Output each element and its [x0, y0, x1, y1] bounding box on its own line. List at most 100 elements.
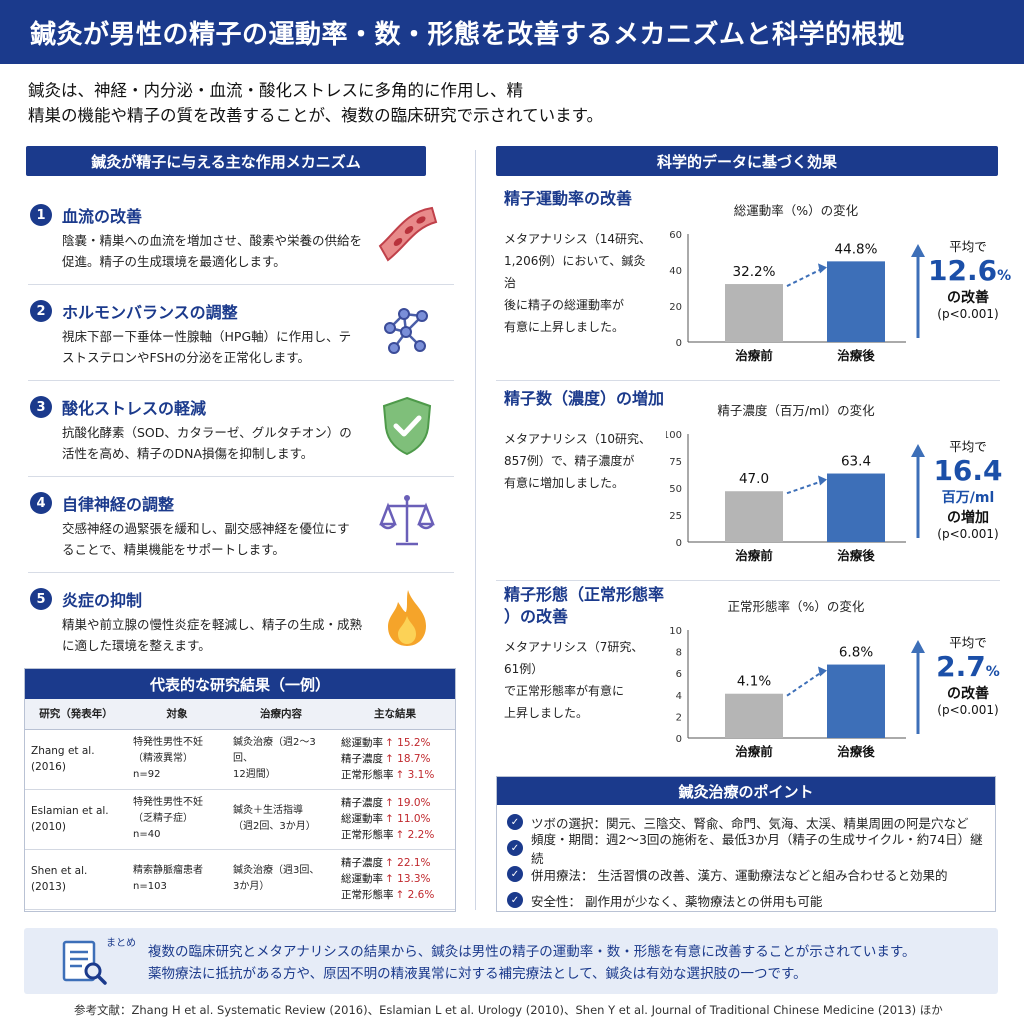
study-name-line: (2013): [31, 881, 66, 893]
column-header: 主な結果: [335, 699, 455, 730]
study-cell: Eslamian et al. (2010): [25, 789, 127, 850]
check-icon: ✓: [507, 892, 523, 908]
mechanism-description: 交感神経の過緊張を緩和し、副交感神経を優位にすることで、精巣機能をサポートします…: [62, 521, 350, 557]
point-text: 安全性： 副作用が少なく、薬物療法との併用も可能: [531, 893, 823, 909]
point-text: 併用療法： 生活習慣の改善、漢方、運動療法などと組み合わせると効果的: [531, 867, 948, 883]
p-value: (p<0.001): [937, 307, 999, 321]
category-label: 治療前: [735, 744, 773, 759]
result-line: 精子濃度 ↑ 19.0%: [341, 795, 449, 811]
mechanism-number: 1: [30, 204, 52, 226]
evidence-divider: [496, 580, 1000, 581]
target-line: n=92: [133, 769, 161, 780]
y-tick-label: 75: [669, 457, 682, 468]
average-improvement: 平均で 2.7% の改善 (p<0.001): [928, 632, 1008, 717]
mechanism-description: 陰嚢・精巣への血流を増加させ、酸素や栄養の供給を促進。精子の生成環境を最適化しま…: [62, 233, 363, 269]
result-metric: 総運動率: [341, 737, 383, 749]
mechanism-description: 抗酸化酵素（SOD、カタラーゼ、グルタチオン）の活性を高め、精子のDNA損傷を抑…: [62, 425, 352, 461]
mechanism-title: 血流の改善: [62, 207, 143, 226]
average-value: 12.6: [928, 254, 998, 287]
study-cell: Zhang et al. (2016): [25, 729, 127, 790]
bar-value-label: 6.8%: [839, 645, 873, 661]
result-line: 精子濃度 ↑ 22.1%: [341, 855, 449, 871]
evidence-note-line: 有意に上昇しました。: [504, 320, 625, 334]
bar-value-label: 63.4: [841, 454, 871, 470]
bar-chart: 0 25 50 75 100 47.0 治療前 63.4 治療後: [666, 430, 906, 563]
study-name-line: (2010): [31, 821, 66, 833]
evidence-title: 精子形態（正常形態率 ）の改善: [504, 584, 664, 628]
mechanism-divider: [28, 284, 454, 285]
study-table-panel: 代表的な研究結果（一例） 研究（発表年） 対象 治療内容 主な結果 Zhang …: [24, 668, 456, 912]
point-item: ✓ ツボの選択：関元、三陰交、腎兪、命門、気海、太渓、精巣周囲の阿是穴など: [497, 809, 995, 835]
evidence-note-line: 上昇しました。: [504, 706, 589, 720]
mechanism-divider: [28, 476, 454, 477]
result-cell: 精子濃度 ↑ 19.0% 総運動率 ↑ 11.0% 正常形態率 ↑ 2.2%: [335, 789, 455, 850]
result-cell: 精子濃度 ↑ 22.1% 総運動率 ↑ 13.3% 正常形態率 ↑ 2.6%: [335, 849, 455, 910]
trend-arrow-line: [786, 268, 822, 287]
result-line: 正常形態率 ↑ 2.6%: [341, 887, 449, 903]
result-value: ↑ 3.1%: [395, 769, 435, 781]
y-tick-label: 60: [669, 230, 682, 241]
mechanism-item: 2 ホルモンバランスの調整 視床下部ー下垂体ー性腺軸（HPG軸）に作用し、テストステ…: [28, 296, 458, 384]
target-line: 特発性男性不妊: [133, 737, 203, 748]
treatment-cell: 鍼灸＋生活指導 （週2回、3か月）: [227, 789, 335, 850]
evidence-title: 精子数（濃度）の増加: [504, 388, 664, 410]
mechanism-item: 4 自律神経の調整 交感神経の過緊張を緩和し、副交感神経を優位にすることで、精巣機能…: [28, 488, 458, 576]
blood-vessel-icon: [378, 206, 438, 262]
evidence-title-line: 精子数（濃度）の増加: [504, 389, 665, 408]
intro-text: 鍼灸は、神経・内分泌・血流・酸化ストレスに多角的に作用し、精 精巣の機能や精子の…: [28, 78, 998, 128]
column-header: 対象: [127, 699, 227, 730]
evidence-block: 精子数（濃度）の増加 メタアナリシス（10研究、 857例）で、精子濃度が 有意に増加…: [496, 388, 1003, 578]
treatment-line: 鍼灸＋生活指導: [233, 805, 303, 816]
document-search-icon: [62, 940, 107, 985]
column-header: 研究（発表年）: [25, 699, 127, 730]
balance-scale-icon: [379, 495, 435, 546]
result-metric: 精子濃度: [341, 797, 383, 809]
result-cell: 総運動率 ↑ 15.2% 精子濃度 ↑ 18.7% 正常形態率 ↑ 3.1%: [335, 729, 455, 790]
point-item: ✓ 併用療法： 生活習慣の改善、漢方、運動療法などと組み合わせると効果的: [497, 861, 995, 887]
bar-before: [725, 491, 783, 542]
evidence-divider: [496, 380, 1000, 381]
mechanism-title: 酸化ストレスの軽減: [62, 399, 207, 418]
bar-value-label: 32.2%: [733, 264, 776, 280]
point-item: ✓ 安全性： 副作用が少なく、薬物療法との併用も可能: [497, 887, 995, 913]
y-tick-label: 0: [676, 338, 682, 349]
mechanism-number: 2: [30, 300, 52, 322]
average-label: 平均で: [949, 635, 987, 650]
chart-title: 総運動率（%）の変化: [733, 203, 859, 218]
check-icon: ✓: [507, 866, 523, 882]
bar-after: [827, 473, 885, 542]
treatment-line: 12週間）: [233, 769, 276, 780]
treatment-line: （週2回、3か月）: [233, 821, 316, 832]
y-tick-label: 20: [669, 302, 682, 313]
mechanism-item: 5 炎症の抑制 精巣や前立腺の慢性炎症を軽減し、精子の生成・成熟に適した環境を整えま…: [28, 584, 458, 672]
study-table-header-row: 研究（発表年） 対象 治療内容 主な結果: [25, 699, 455, 730]
result-line: 総運動率 ↑ 13.3%: [341, 871, 449, 887]
trend-arrow-head: [818, 263, 827, 274]
target-line: （乏精子症）: [133, 813, 193, 824]
summary-line-2: 薬物療法に抵抗がある方や、原因不明の精液異常に対する補完療法として、鍼灸は有効な…: [148, 966, 807, 982]
target-line: n=103: [133, 881, 167, 892]
point-text: 頻度・期間：週2〜3回の施術を、最低3か月（精子の生成サイクル・約74日）継続: [531, 832, 983, 866]
target-line: 精索静脈瘤患者: [133, 865, 203, 876]
summary-text: 複数の臨床研究とメタアナリシスの結果から、鍼灸は男性の精子の運動率・数・形態を有…: [148, 941, 915, 985]
treatment-line: 鍼灸治療（週3回、: [233, 865, 320, 876]
result-value: ↑ 2.2%: [395, 829, 435, 841]
bar-chart: 0 20 40 60 32.2% 治療前 44.8% 治療後: [669, 230, 906, 363]
average-change-label: の増加: [947, 510, 989, 526]
treatment-cell: 鍼灸治療（週3回、 3か月）: [227, 849, 335, 910]
column-divider: [475, 150, 476, 910]
mechanism-description: 精巣や前立腺の慢性炎症を軽減し、精子の生成・成熟に適した環境を整えます。: [62, 617, 363, 653]
y-tick-label: 100: [666, 430, 682, 441]
molecule-network-icon: [384, 308, 428, 354]
result-value: ↑ 19.0%: [385, 797, 431, 809]
evidence-note-line: 1,206例）において、鍼灸治: [504, 254, 646, 290]
target-cell: 特発性男性不妊 （精液異常） n=92: [127, 729, 227, 790]
mechanism-item: 1 血流の改善陰嚢・精巣への血流を増加させ、酸素や栄養の供給を促進。精子の生成環境…: [28, 200, 458, 288]
trend-arrow-line: [786, 671, 822, 697]
y-tick-label: 4: [676, 691, 682, 702]
summary-line-1: 複数の臨床研究とメタアナリシスの結果から、鍼灸は男性の精子の運動率・数・形態を有…: [148, 944, 916, 960]
evidence-note-line: で正常形態率が有意に: [504, 684, 625, 698]
category-label: 治療後: [837, 348, 875, 363]
result-metric: 正常形態率: [341, 769, 394, 781]
average-improvement: 平均で 16.4 百万/ml の増加 (p<0.001): [928, 436, 1008, 541]
